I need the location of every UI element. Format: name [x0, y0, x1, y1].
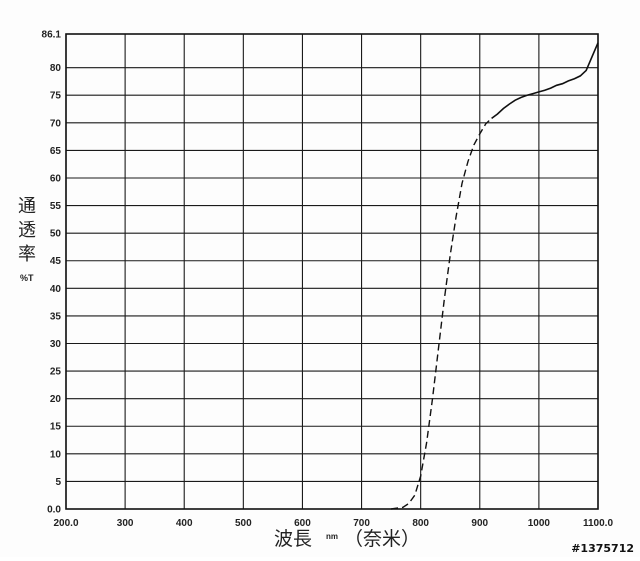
y-tick-label-10: 50 [50, 229, 62, 240]
y-tick-label-0: 0.0 [47, 505, 61, 516]
y-tick-label-9: 45 [50, 256, 62, 267]
x-tick-label-1: 300 [117, 518, 134, 529]
y-tick-label-12: 60 [50, 173, 62, 184]
x-axis-label-note: （奈米） [344, 528, 420, 550]
x-tick-label-4: 600 [294, 518, 311, 529]
series-group [391, 42, 599, 510]
y-tick-label-16: 80 [50, 63, 62, 74]
x-tick-label-3: 500 [235, 518, 252, 529]
series-line-solid-0 [491, 42, 599, 120]
x-tick-label-9: 1100.0 [583, 518, 613, 529]
x-tick-label-2: 400 [176, 518, 193, 529]
y-tick-label-4: 20 [50, 394, 62, 405]
y-axis-label-char-2: 透 [18, 220, 36, 241]
y-axis-label-char-1: 通 [18, 196, 36, 217]
x-tick-label-7: 900 [471, 518, 488, 529]
y-tick-label-14: 70 [50, 118, 62, 129]
x-tick-label-0: 200.0 [53, 518, 78, 529]
y-tick-label-2: 10 [50, 449, 62, 460]
series-line-dashed-0 [391, 117, 493, 510]
y-tick-label-8: 40 [50, 284, 62, 295]
y-tick-label-7: 35 [50, 311, 62, 322]
y-axis-label: 通 透 率 %T [18, 196, 36, 283]
x-axis-label: 波長 nm （奈米） [274, 528, 420, 550]
x-tick-labels: 200.0 300 400 500 600 700 800 900 1000 1100.0 [53, 518, 613, 529]
plot-border [65, 33, 599, 510]
plot-frame [65, 33, 599, 510]
y-tick-label-1: 5 [55, 477, 61, 488]
y-tick-label-3: 15 [50, 422, 62, 433]
x-tick-label-6: 800 [412, 518, 429, 529]
y-tick-labels: 0.0 5 10 15 20 25 30 35 40 45 50 55 60 65 70 75 80 86.1 [42, 30, 62, 516]
y-tick-label-13: 65 [50, 146, 62, 157]
y-tick-label-15: 75 [50, 91, 62, 102]
y-tick-label-6: 30 [50, 339, 62, 350]
x-axis-label-text: 波長 [274, 528, 312, 550]
y-axis-unit: %T [20, 273, 34, 283]
y-tick-label-11: 55 [50, 201, 62, 212]
y-tick-label-5: 25 [50, 367, 62, 378]
y-axis-label-char-3: 率 [18, 244, 36, 265]
grid [65, 33, 599, 510]
y-tick-label-17: 86.1 [42, 30, 62, 41]
x-tick-label-8: 1000 [528, 518, 551, 529]
x-tick-label-5: 700 [353, 518, 370, 529]
watermark: #1375712 [571, 542, 634, 555]
x-axis-unit: nm [326, 532, 338, 541]
